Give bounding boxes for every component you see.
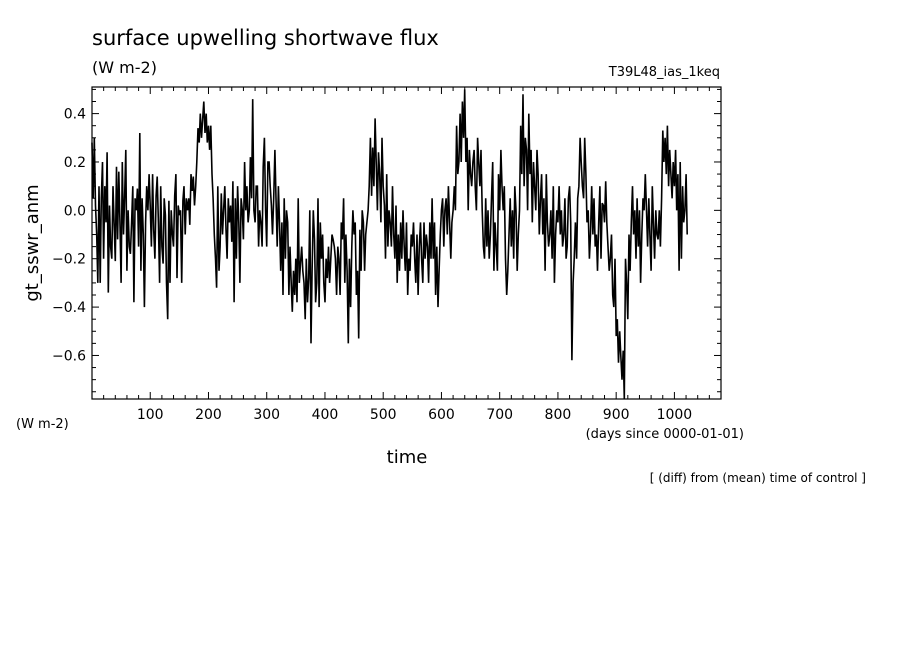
x-unit-label: (days since 0000-01-01) <box>586 427 744 442</box>
y-tick-label: −0.2 <box>52 252 86 268</box>
footnote: [ (diff) from (mean) time of control ] <box>650 471 866 485</box>
y-tick-label: 0.2 <box>64 155 86 171</box>
x-axis-ticks <box>103 87 710 399</box>
x-tick-label: 200 <box>195 407 222 423</box>
x-tick-label: 700 <box>486 407 513 423</box>
y-tick-label: −0.4 <box>52 300 86 316</box>
y-axis-label: gt_sswr_anm <box>22 184 43 301</box>
x-tick-label: 400 <box>312 407 339 423</box>
chart-title: surface upwelling shortwave flux <box>92 26 439 50</box>
y-unit-label: (W m-2) <box>16 417 69 432</box>
x-tick-label: 100 <box>137 407 164 423</box>
x-tick-label: 300 <box>253 407 280 423</box>
run-label: T39L48_ias_1keq <box>608 65 720 80</box>
x-tick-labels: 100 200 300 400 500 600 700 800 900 1000 <box>137 407 692 423</box>
y-tick-label: −0.6 <box>52 348 86 364</box>
series-line <box>91 89 688 400</box>
x-axis-label: time <box>387 447 428 468</box>
chart-subtitle: (W m-2) <box>92 58 157 77</box>
x-tick-label: 600 <box>428 407 455 423</box>
x-tick-label: 800 <box>545 407 572 423</box>
x-tick-label: 500 <box>370 407 397 423</box>
x-tick-label: 1000 <box>657 407 693 423</box>
y-tick-label: 0.0 <box>64 203 86 219</box>
x-tick-label: 900 <box>603 407 630 423</box>
y-tick-labels: −0.6 −0.4 −0.2 0.0 0.2 0.4 <box>52 107 86 365</box>
y-tick-label: 0.4 <box>64 107 86 123</box>
